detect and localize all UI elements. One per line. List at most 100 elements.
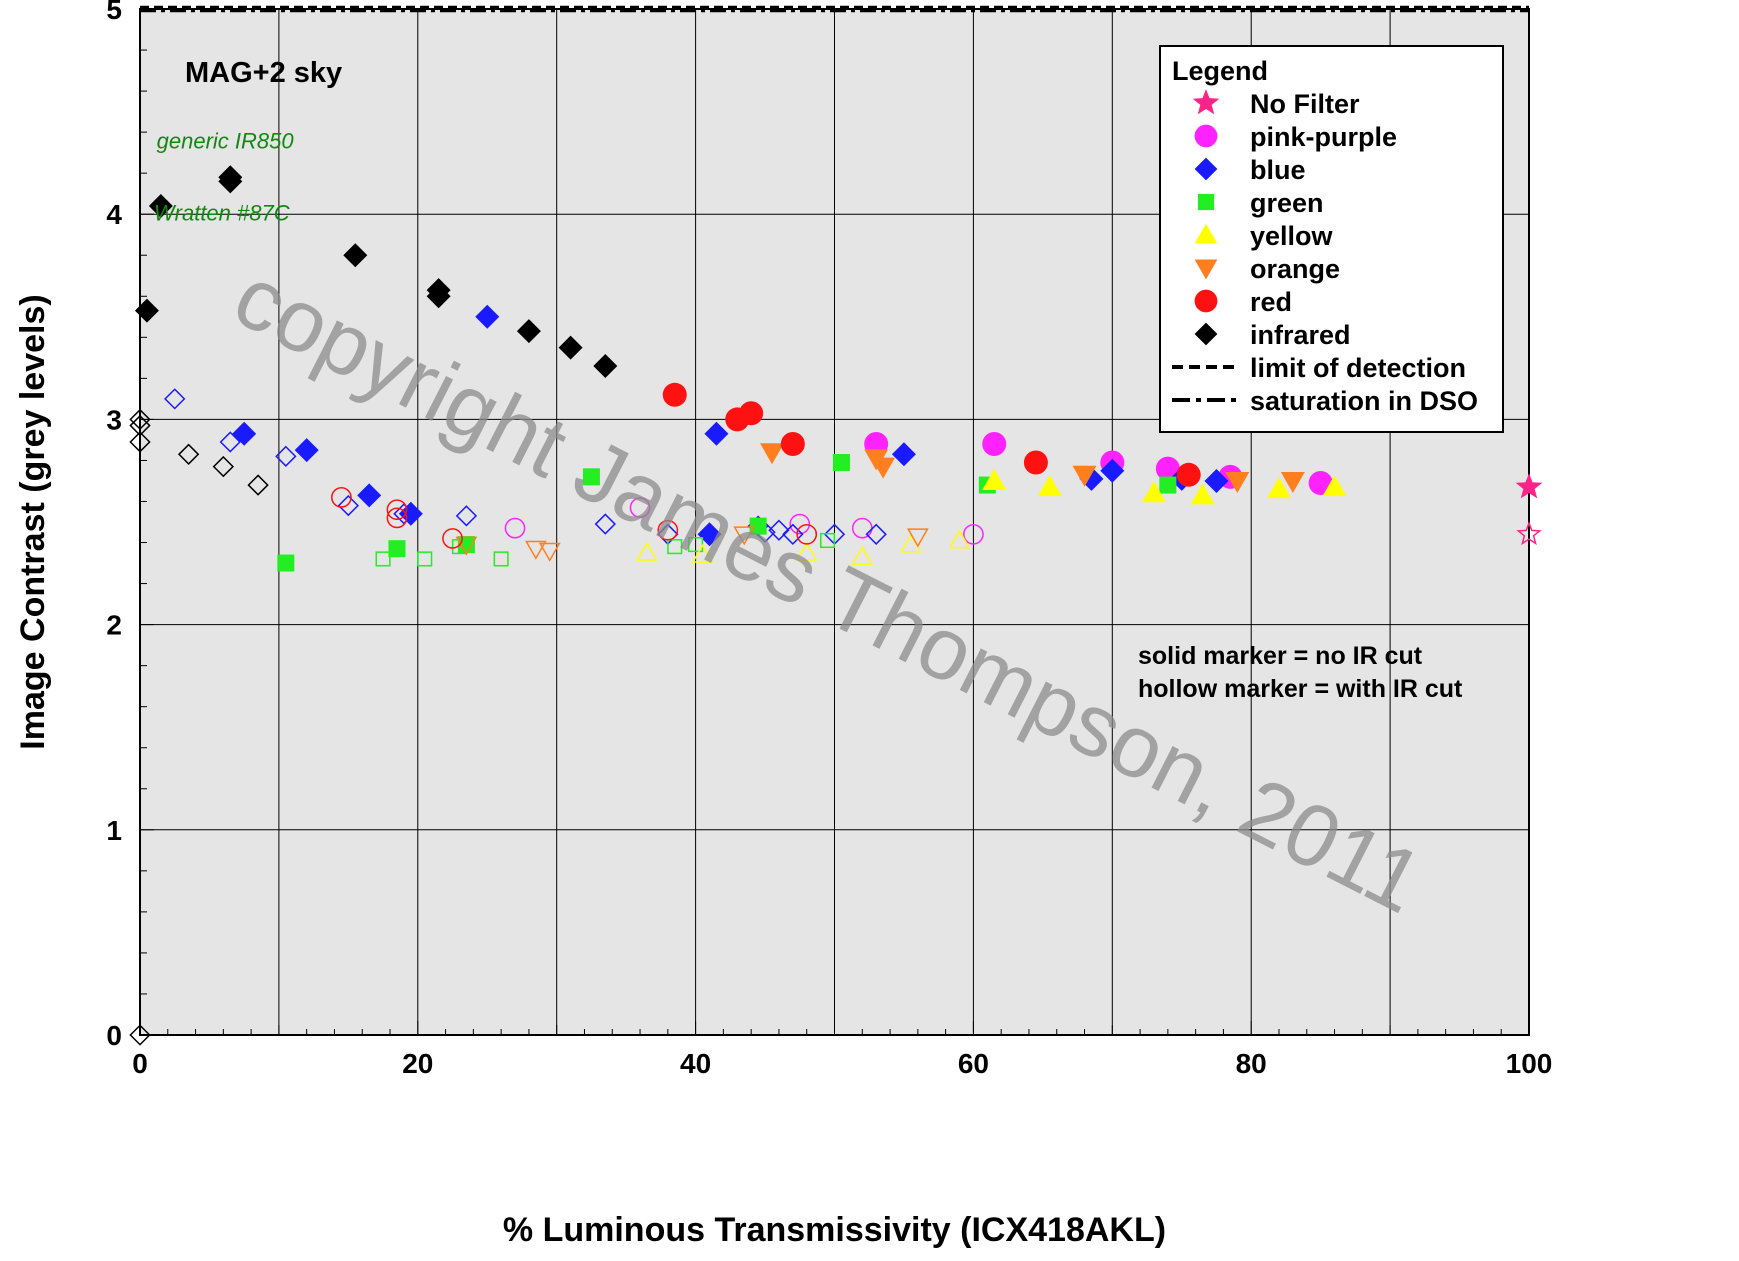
yellow-point [1037,475,1062,497]
blue-hollow-point [337,494,360,517]
green-hollow-point [493,551,509,567]
y-axis-title: Image Contrast (grey levels) [14,294,52,749]
pink-purple-hollow-point [504,517,526,539]
blue-point [1204,468,1229,493]
legend-marker [1192,89,1220,115]
infrared-point [593,354,618,379]
red-hollow-point [331,487,352,508]
pink-purple-hollow-point [629,497,651,518]
green-point [277,554,295,572]
pink-purple-hollow-point [963,523,984,545]
blue-point [398,501,423,526]
green-point [582,468,600,486]
red-point [1176,462,1201,487]
legend-marker [1194,223,1218,244]
blue-point [891,442,916,467]
x-tick-label: 40 [680,1048,711,1079]
no-filter-point [1515,473,1543,499]
legend-marker [1194,322,1218,346]
yellow-point [1266,477,1291,499]
no-filter-hollow-point [1516,521,1542,546]
infrared-hollow-point [129,1024,151,1046]
marker-note: hollow marker = with IR cut [1138,675,1463,703]
green-hollow-point [667,539,683,555]
y-tick-label: 5 [106,0,122,25]
orange-point [1225,471,1250,493]
orange-hollow-point [733,526,756,546]
legend-label: blue [1250,155,1306,185]
legend-label: green [1250,188,1324,218]
blue-hollow-point [782,523,804,545]
orange-point [759,443,784,465]
yellow-hollow-point [851,545,874,565]
annotation-label: generic IR850 [157,129,295,154]
orange-point [1072,465,1097,487]
x-tick-label: 20 [402,1048,433,1079]
yellow-point [1141,481,1166,503]
legend-marker [1194,259,1218,280]
orange-hollow-point [538,542,561,562]
legend-label: infrared [1250,320,1351,350]
yellow-point [1322,475,1347,497]
legend-label: orange [1250,254,1340,284]
green-point [832,453,850,471]
blue-hollow-point [768,519,790,541]
y-tick-label: 3 [106,404,122,435]
yellow-point [1190,483,1215,505]
yellow-hollow-point [691,543,714,563]
green-point [388,540,406,558]
orange-point [1280,471,1305,493]
infrared-hollow-point [129,431,151,453]
orange-hollow-point [906,528,929,548]
blue-hollow-point [164,388,186,410]
infrared-hollow-point [129,414,151,437]
orange-point [871,457,896,479]
x-tick-label: 80 [1236,1048,1267,1079]
y-tick-label: 0 [106,1020,122,1051]
legend-marker [1197,193,1215,211]
annotation-label: Wratten #87C [154,200,290,225]
red-hollow-point [657,519,679,541]
green-hollow-point [375,551,391,567]
marker-notes: solid marker = no IR cut hollow marker = … [1138,642,1463,703]
yellow-hollow-point [636,541,658,561]
orange-hollow-point [524,540,547,560]
green-hollow-point [417,551,433,567]
red-point [1023,450,1048,475]
y-tick-label: 4 [106,199,122,230]
legend-label: yellow [1250,221,1334,251]
infrared-hollow-point [247,474,269,496]
red-point [662,382,687,407]
blue-point [475,304,500,329]
legend-marker [1194,289,1218,313]
red-hollow-point [386,499,408,521]
infrared-point [343,243,368,268]
blue-point [1100,458,1125,483]
infrared-point [426,284,451,309]
blue-point [697,522,722,547]
infrared-hollow-point [129,408,151,431]
pink-purple-point [1155,456,1180,481]
legend-label: limit of detection [1250,353,1466,383]
infrared-hollow-point [212,455,235,478]
marker-note: solid marker = no IR cut [1138,642,1423,670]
legend-label: No Filter [1250,89,1360,119]
red-hollow-point [442,528,463,549]
red-point [739,401,764,426]
blue-point [704,421,729,446]
blue-hollow-point [865,523,887,545]
x-axis-title: % Luminous Transmissivity (ICX418AKL) [503,1211,1166,1249]
blue-point [294,438,319,463]
blue-hollow-point [455,505,478,527]
y-tick-label: 1 [106,815,122,846]
legend-label: pink-purple [1250,122,1397,152]
infrared-point [134,298,159,323]
blue-hollow-point [275,445,297,467]
sky-condition-label: MAG+2 sky [185,57,342,89]
reference-lines [140,5,1529,13]
legend-marker [1194,124,1218,148]
x-tick-label: 60 [958,1048,989,1079]
blue-hollow-point [219,431,241,453]
